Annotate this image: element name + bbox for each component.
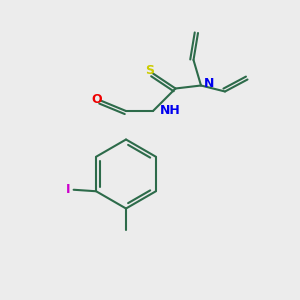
Text: O: O (92, 93, 102, 106)
Text: N: N (204, 76, 214, 90)
Text: I: I (66, 183, 70, 196)
Text: S: S (146, 64, 154, 77)
Text: NH: NH (160, 104, 180, 117)
